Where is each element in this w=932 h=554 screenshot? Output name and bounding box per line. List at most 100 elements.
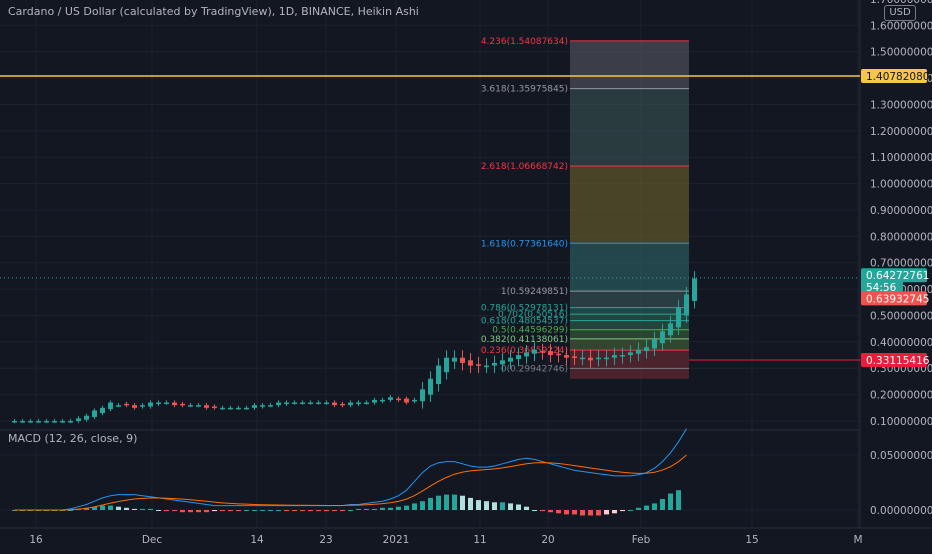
- candle-body: [244, 407, 249, 410]
- macd-histogram-bar: [308, 510, 313, 512]
- macd-histogram-bar: [116, 506, 121, 510]
- currency-button[interactable]: USD: [884, 5, 916, 21]
- time-tick-label: 2021: [383, 534, 410, 546]
- fib-band: [570, 338, 689, 351]
- macd-tick-label: 0.05000000: [870, 450, 932, 462]
- macd-legend[interactable]: MACD (12, 26, close, 9): [8, 432, 138, 445]
- candle-body: [500, 360, 505, 365]
- candle-body: [332, 402, 337, 406]
- fib-band: [570, 291, 689, 308]
- candle-body: [76, 418, 81, 421]
- macd-histogram-bar: [180, 510, 185, 513]
- candle-body: [540, 351, 545, 353]
- candle-body: [180, 403, 185, 406]
- macd-histogram-bar: [108, 505, 113, 510]
- price-tag-label: 0.64272761: [866, 270, 929, 282]
- candle-body: [204, 405, 209, 408]
- candle-body: [300, 402, 305, 405]
- price-tick-label: 0.20000000: [870, 390, 932, 402]
- macd-histogram-bar: [300, 510, 305, 512]
- candle-body: [580, 357, 585, 360]
- fib-label: 0.5(0.44596299): [492, 326, 568, 336]
- price-tick-label: 1.30000000: [870, 99, 932, 111]
- price-tick-label: 1.70000000: [870, 0, 932, 6]
- candle-body: [36, 421, 41, 423]
- macd-histogram-bar: [84, 507, 89, 510]
- candle-body: [476, 364, 481, 366]
- macd-histogram-bar: [476, 500, 481, 510]
- fib-label: 0.236(0.36859224): [481, 346, 568, 356]
- candle-body: [548, 351, 553, 356]
- macd-histogram-bar: [236, 510, 241, 512]
- price-tick-label: 1.00000000: [870, 179, 932, 191]
- macd-histogram-bar: [580, 510, 585, 516]
- macd-histogram-bar: [340, 510, 345, 512]
- candle-body: [84, 415, 89, 420]
- candle-body: [140, 405, 145, 407]
- candle-body: [596, 357, 601, 360]
- macd-histogram-bar: [484, 501, 489, 510]
- candle-body: [620, 355, 625, 357]
- candle-body: [148, 402, 153, 407]
- fib-label: 0.702(0.50516): [498, 310, 568, 320]
- macd-histogram-bar: [92, 506, 97, 510]
- macd-histogram-bar: [196, 510, 201, 513]
- time-tick-label: 11: [473, 534, 486, 546]
- price-tick-label: 1.60000000: [870, 20, 932, 32]
- macd-histogram-bar: [100, 505, 105, 510]
- macd-histogram-bar: [444, 494, 449, 510]
- candle-body: [196, 405, 201, 407]
- price-tag: [861, 279, 903, 294]
- candle-body: [404, 398, 409, 403]
- macd-histogram-bar: [380, 507, 385, 510]
- candle-body: [156, 402, 161, 405]
- grid: [0, 0, 932, 529]
- candle-body: [444, 357, 449, 373]
- candle-body: [636, 349, 641, 354]
- fib-label: 0.618(0.48054537): [481, 317, 568, 327]
- candle-body: [212, 406, 217, 408]
- time-tick-label: 20: [541, 534, 554, 546]
- candle-body: [428, 378, 433, 395]
- candle-body: [692, 278, 697, 301]
- candle-body: [468, 360, 473, 366]
- macd-histogram-bar: [156, 510, 161, 511]
- candle-body: [116, 405, 121, 407]
- macd-histogram-bar: [604, 510, 609, 515]
- macd-histogram-bar: [588, 510, 593, 516]
- price-tag-label: 0.63932745: [866, 293, 929, 305]
- macd-histogram-bar: [652, 503, 657, 510]
- candle-body: [324, 402, 329, 405]
- macd-histogram-bar: [468, 497, 473, 510]
- macd-histogram-bar: [620, 510, 625, 512]
- signal-line: [14, 454, 687, 511]
- macd-histogram-bar: [428, 497, 433, 510]
- fib-label: 4.236(1.54087634): [481, 37, 568, 47]
- candle-body: [628, 352, 633, 356]
- candle-body: [228, 407, 233, 410]
- fib-label: 0(0.29942746): [501, 364, 568, 374]
- time-tick-label: 16: [29, 534, 43, 546]
- candle-body: [308, 402, 313, 405]
- candle-body: [556, 353, 561, 356]
- macd-histogram-bar: [492, 502, 497, 510]
- candle-body: [108, 402, 113, 410]
- candle-body: [44, 421, 49, 423]
- macd-histogram-bar: [124, 507, 129, 510]
- macd-histogram-bar: [436, 495, 441, 510]
- candle-body: [604, 357, 609, 360]
- price-tag: [861, 291, 927, 306]
- macd-histogram-bar: [212, 510, 217, 512]
- macd-histogram-bar: [348, 510, 353, 511]
- candle-body: [412, 399, 417, 402]
- candle-body: [452, 357, 457, 362]
- fib-extension: 4.236(1.54087634) 3.618(1.35975845) 2.618(…: [481, 37, 860, 379]
- macd-histogram-bar: [540, 510, 545, 512]
- macd-histogram-bar: [220, 510, 225, 512]
- candle-body: [532, 349, 537, 354]
- time-tick-label: 14: [250, 534, 264, 546]
- macd-histogram-bar: [452, 494, 457, 510]
